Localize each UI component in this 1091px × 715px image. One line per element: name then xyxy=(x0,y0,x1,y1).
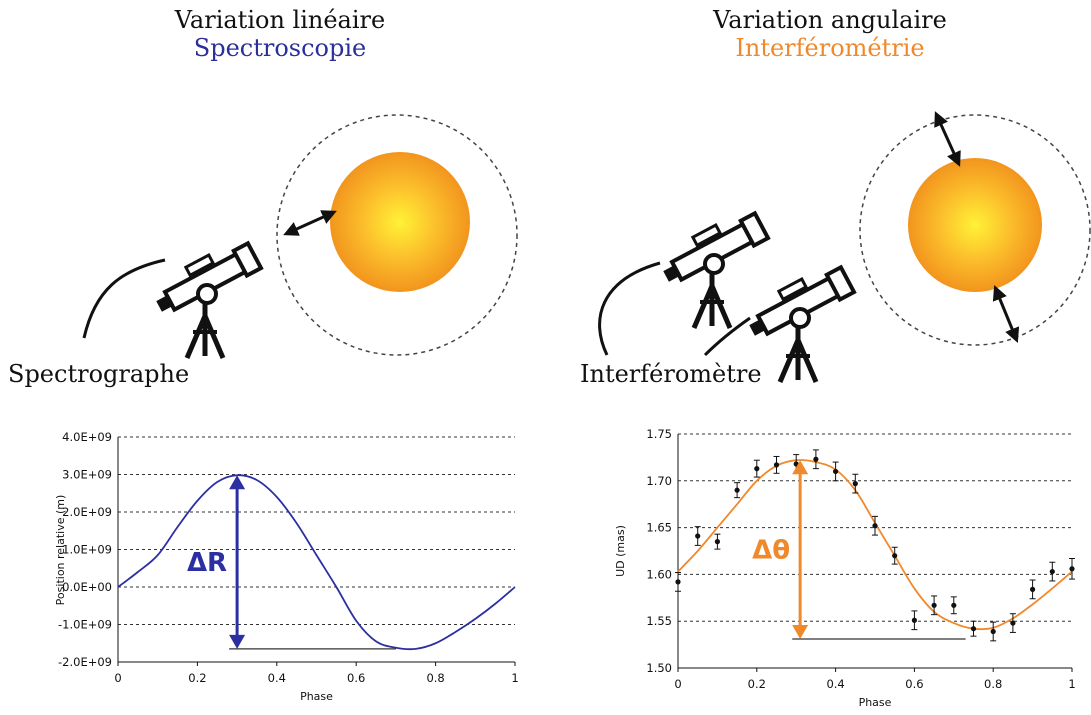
y-axis-label: Position relative (m) xyxy=(54,495,67,606)
interferometer-label: Interféromètre xyxy=(580,360,762,388)
left-title: Variation linéaire xyxy=(174,6,386,34)
y-axis-label: UD (mas) xyxy=(614,525,627,577)
right-heading: Variation angulaire Interférométrie xyxy=(670,6,990,62)
cable-icon xyxy=(598,261,661,356)
data-point xyxy=(1030,586,1036,592)
orbit-circle xyxy=(859,114,1091,346)
y-tick-label: 4.0E+09 xyxy=(62,430,112,444)
data-point xyxy=(773,462,780,468)
data-point xyxy=(754,466,760,472)
series-line xyxy=(117,474,516,651)
data-point xyxy=(734,487,740,493)
data-point xyxy=(911,617,918,623)
data-point xyxy=(1010,620,1016,626)
delta-label: Δθ xyxy=(752,536,790,566)
y-tick-label: 1.60 xyxy=(646,567,672,581)
x-axis-label: Phase xyxy=(859,696,892,709)
y-tick-label: 1.55 xyxy=(646,614,672,628)
x-tick-label: 1 xyxy=(511,671,518,685)
data-point xyxy=(714,539,721,545)
x-tick-label: 0.6 xyxy=(905,677,923,691)
double-arrow-icon xyxy=(934,111,961,167)
left-star-diagram xyxy=(82,114,518,358)
right-subtitle: Interférométrie xyxy=(735,34,925,62)
x-tick-label: 0.8 xyxy=(426,671,444,685)
spectrograph-label: Spectrographe xyxy=(8,360,190,388)
x-tick-label: 0.8 xyxy=(984,677,1002,691)
delta-arrow-head xyxy=(792,624,809,639)
left-subtitle: Spectroscopie xyxy=(193,34,367,62)
position-chart: 4.0E+09 3.0E+09 2.0E+09 1.0E+09 0.0E+00 -1.0E… xyxy=(54,430,519,703)
telescope-icon xyxy=(656,206,768,328)
y-tick-label: 1.70 xyxy=(646,474,672,488)
x-tick-label: 0.4 xyxy=(268,671,286,685)
right-star-diagram xyxy=(598,111,1091,382)
x-tick-label: 0 xyxy=(114,671,121,685)
delta-arrow-head xyxy=(229,475,246,490)
y-tick-label: 1.0E+09 xyxy=(62,543,112,557)
data-point xyxy=(813,456,819,462)
x-tick-label: 0 xyxy=(674,677,681,691)
data-point xyxy=(970,626,977,632)
data-point xyxy=(675,579,681,585)
telescope-icon xyxy=(742,260,854,382)
diameter-chart: 1.75 1.70 1.65 1.60 1.55 1.500 0.2 0.4 0.6 0.8 1 Ph… xyxy=(614,427,1076,709)
data-point xyxy=(931,602,937,608)
data-point xyxy=(951,602,957,608)
x-tick-label: 0.4 xyxy=(826,677,844,691)
right-title: Variation angulaire xyxy=(713,6,947,34)
delta-arrow-head xyxy=(792,460,809,475)
left-heading: Variation linéaire Spectroscopie xyxy=(120,6,440,62)
data-point xyxy=(990,628,996,635)
y-tick-label: 2.0E+09 xyxy=(62,505,112,519)
double-arrow-icon xyxy=(283,210,337,236)
data-point xyxy=(833,468,839,475)
x-tick-label: 0.6 xyxy=(347,671,365,685)
star-icon xyxy=(908,158,1042,292)
cable-icon xyxy=(703,316,751,357)
star-icon xyxy=(330,152,470,292)
data-point xyxy=(892,553,898,559)
delta-label: ΔR xyxy=(187,548,227,578)
data-point xyxy=(695,533,701,539)
data-point xyxy=(852,481,858,487)
x-tick-label: 0.2 xyxy=(188,671,206,685)
y-tick-label: 0.0E+00 xyxy=(62,580,112,594)
y-tick-label: -1.0E+09 xyxy=(58,618,112,632)
cable-icon xyxy=(82,258,166,339)
data-point xyxy=(1049,568,1055,575)
data-point xyxy=(872,523,878,529)
orbit-circle xyxy=(276,114,518,356)
x-tick-label: 1 xyxy=(1068,677,1075,691)
telescope-icon xyxy=(149,236,261,358)
y-tick-label: 1.65 xyxy=(646,521,672,535)
y-tick-label: 1.50 xyxy=(646,661,672,675)
y-tick-label: 3.0E+09 xyxy=(62,468,112,482)
double-arrow-icon xyxy=(992,285,1020,343)
delta-arrow-head xyxy=(229,634,246,649)
x-axis-label: Phase xyxy=(300,690,333,703)
y-tick-label: -2.0E+09 xyxy=(58,655,112,669)
y-tick-label: 1.75 xyxy=(646,427,672,441)
x-tick-label: 0.2 xyxy=(748,677,766,691)
data-point xyxy=(1069,566,1075,572)
